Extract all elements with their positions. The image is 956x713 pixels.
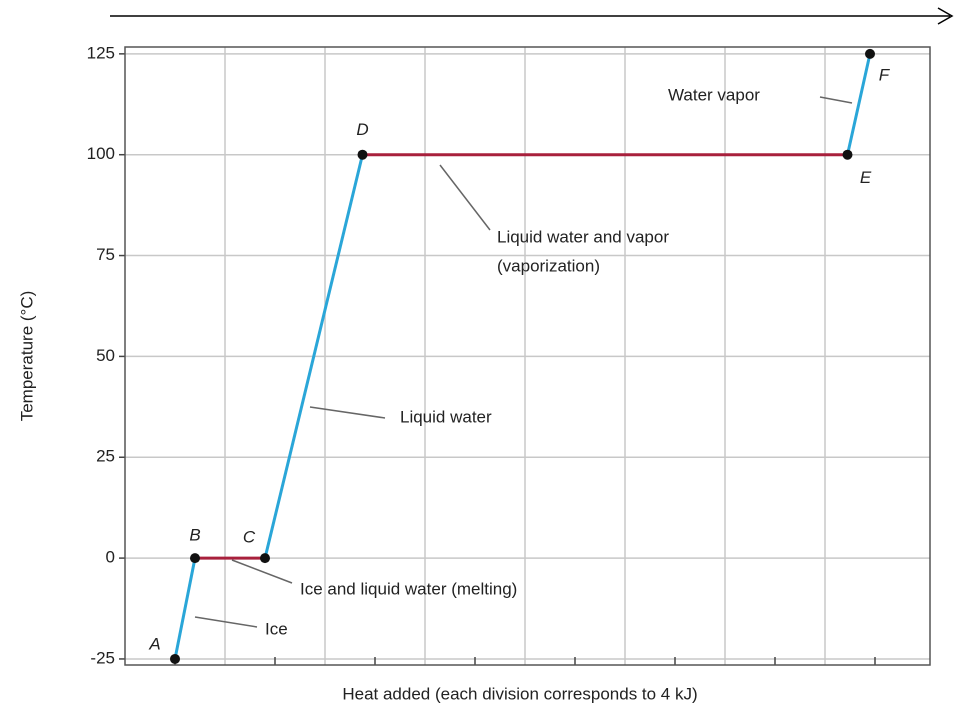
point-label: F: [879, 65, 891, 84]
plot-border: [124, 46, 931, 666]
annotation: (vaporization): [497, 256, 600, 275]
y-axis-label: Temperature (°C): [17, 291, 36, 422]
annotation: Ice: [265, 619, 288, 638]
point-label: D: [356, 120, 368, 139]
point-label: C: [243, 528, 256, 547]
arrow-head: [937, 7, 954, 25]
leader-line: [194, 616, 258, 628]
point: [170, 653, 180, 664]
point-label: A: [148, 634, 160, 653]
y-tick-label: 0: [106, 548, 115, 567]
y-tick-label: 25: [96, 447, 115, 466]
point: [842, 149, 853, 160]
y-tick-label: 50: [96, 346, 115, 365]
y-tick-label: 75: [96, 245, 115, 264]
point-label: E: [860, 168, 872, 187]
y-tick-label: 100: [87, 144, 115, 163]
segment: [263, 154, 364, 559]
annotation: Ice and liquid water (melting): [300, 579, 517, 598]
segment: [173, 557, 197, 660]
y-tick-label: -25: [90, 648, 115, 667]
leader-line: [309, 406, 386, 419]
leader-line: [819, 96, 853, 104]
y-tick-label: 125: [87, 43, 115, 62]
annotation: Liquid water and vapor: [497, 227, 669, 246]
point: [865, 48, 875, 59]
leader-line: [439, 164, 491, 231]
segment: [846, 53, 872, 156]
point: [357, 149, 368, 160]
point: [260, 553, 270, 564]
annotation: Water vapor: [668, 85, 760, 104]
leader-line: [231, 559, 293, 584]
x-axis-label: Heat added (each division corresponds to…: [342, 684, 697, 703]
point: [190, 553, 200, 564]
point-label: B: [189, 526, 200, 545]
annotation: Liquid water: [400, 407, 492, 426]
